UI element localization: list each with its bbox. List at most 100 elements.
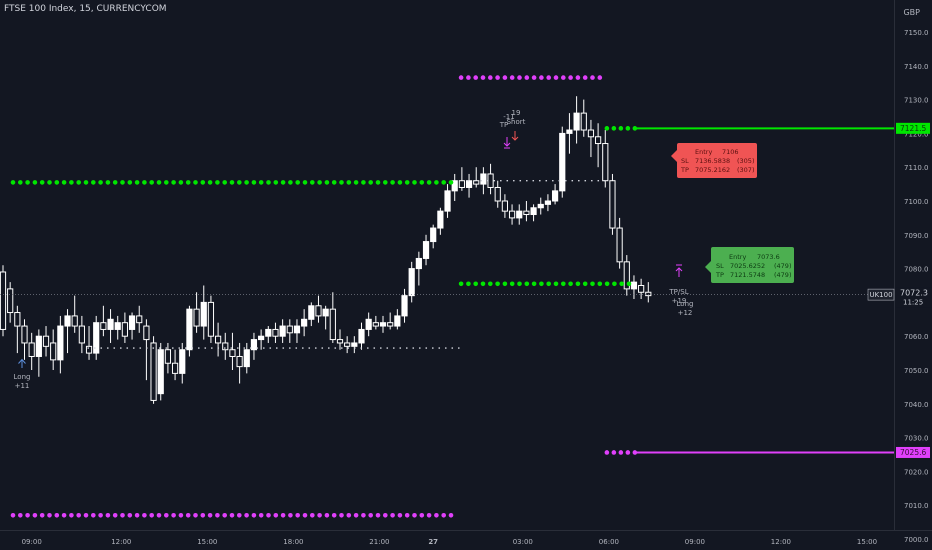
level-dot	[495, 75, 500, 80]
level-dot	[164, 180, 169, 185]
level-dot	[258, 513, 264, 518]
level-dot	[480, 281, 486, 287]
level-dot	[39, 513, 45, 518]
level-dot	[632, 126, 638, 131]
level-dot	[448, 513, 454, 518]
level-dot	[105, 180, 111, 185]
level-dot	[488, 75, 493, 80]
currency-label: GBP	[903, 8, 920, 17]
level-dot	[611, 126, 617, 131]
level-dot	[419, 513, 425, 518]
short-arrow-icon	[511, 131, 519, 141]
level-dot	[611, 450, 617, 455]
level-dot	[509, 281, 515, 287]
symbol-title[interactable]: FTSE 100 Index, 15, CURRENCYCOM	[4, 4, 167, 14]
long-tp-value: 7121.5748	[730, 271, 765, 279]
level-dot	[561, 75, 566, 80]
candle-body	[78, 325, 85, 344]
level-dot	[266, 180, 271, 185]
green-level-label: 7121.5	[900, 124, 926, 133]
candle-body	[171, 362, 179, 374]
level-dot	[618, 126, 624, 131]
level-dot	[258, 180, 264, 185]
level-dot	[237, 513, 242, 518]
level-dot	[441, 180, 447, 185]
level-dot	[25, 513, 30, 518]
level-dot	[480, 75, 486, 80]
candle-body	[93, 322, 100, 354]
long-box-background	[711, 247, 794, 283]
candle-body	[587, 129, 595, 138]
level-dot	[39, 180, 45, 185]
level-dot	[10, 180, 16, 185]
magenta-level-tag[interactable]: 7025.6	[896, 446, 930, 458]
level-dot	[324, 513, 330, 518]
level-dot	[200, 180, 206, 185]
short-sl-ticks: (305)	[737, 157, 754, 165]
candle-body	[616, 227, 623, 263]
level-dot	[25, 180, 30, 185]
candle-body	[415, 257, 422, 270]
level-dot	[207, 513, 213, 518]
candle-body	[394, 315, 401, 327]
price-tick-label: 7030.0	[904, 435, 929, 443]
candle-body	[50, 342, 57, 361]
level-dot	[339, 180, 344, 185]
current-price-tag[interactable]: 7072.3 11:25	[896, 287, 932, 308]
level-dot	[200, 513, 206, 518]
candle-body	[64, 315, 71, 327]
time-tick-label: 12:00	[771, 538, 791, 546]
level-dot	[83, 180, 89, 185]
candle-body	[215, 335, 222, 344]
green-level-tag[interactable]: 7121.5	[896, 122, 930, 134]
short-top-qty: -11	[503, 113, 514, 121]
time-tick-label: 15:00	[857, 538, 877, 546]
candle-body	[301, 318, 308, 327]
candle-body	[164, 349, 172, 364]
time-axis[interactable]: 09:00 12:00 15:00 18:00 21:00 27 03:00 06:00 09:…	[22, 538, 877, 546]
level-dot	[91, 513, 96, 518]
short-sl-label: SL	[681, 157, 689, 165]
level-dot	[76, 180, 81, 185]
level-dot	[597, 281, 603, 287]
candle-body	[573, 112, 580, 131]
level-dot	[61, 180, 67, 185]
short-position-box[interactable]: Entry 7106 SL 7136.5838 (305) TP 7075.21…	[671, 143, 757, 178]
level-dot	[590, 281, 595, 287]
candle-body	[200, 301, 207, 327]
price-axis[interactable]: 7150.0 7140.0 7130.0 7120.0 7110.0 7100.0 7090…	[904, 29, 929, 544]
long-position-box[interactable]: Entry 7073.6 SL 7025.6252 (479) TP 7121.…	[705, 247, 794, 283]
short-entry-value: 7106	[722, 148, 739, 156]
level-dot	[193, 180, 198, 185]
price-tick-label: 7110.0	[904, 164, 929, 172]
long-signal-1[interactable]: Long +11	[14, 358, 31, 391]
level-dot	[412, 513, 417, 518]
current-symbol-tag[interactable]: UK100	[867, 288, 895, 301]
candle-body	[71, 315, 78, 327]
level-dot	[91, 180, 96, 185]
level-dot	[502, 281, 508, 287]
level-dot	[539, 75, 544, 80]
level-dot	[76, 513, 81, 518]
level-dot	[54, 180, 60, 185]
level-dot	[509, 75, 515, 80]
long-signal-2[interactable]: TP/SL +19 Long +12	[668, 264, 693, 317]
short-sl-value: 7136.5838	[695, 157, 730, 165]
level-dot	[280, 180, 286, 185]
short-signal[interactable]: -11 19 TP Short	[499, 109, 526, 149]
level-dot	[149, 513, 154, 518]
level-dot	[458, 75, 464, 80]
candle-body	[179, 349, 186, 374]
level-dot	[575, 75, 581, 80]
long-sl-value: 7025.6252	[730, 262, 765, 270]
level-dot	[178, 180, 184, 185]
level-dot	[383, 513, 388, 518]
level-dot	[473, 281, 479, 287]
candle-body	[494, 186, 501, 202]
level-dot	[295, 513, 301, 518]
level-dot	[156, 180, 162, 185]
candle-body	[250, 339, 258, 351]
level-dot	[604, 126, 610, 131]
candle-body	[85, 345, 93, 354]
